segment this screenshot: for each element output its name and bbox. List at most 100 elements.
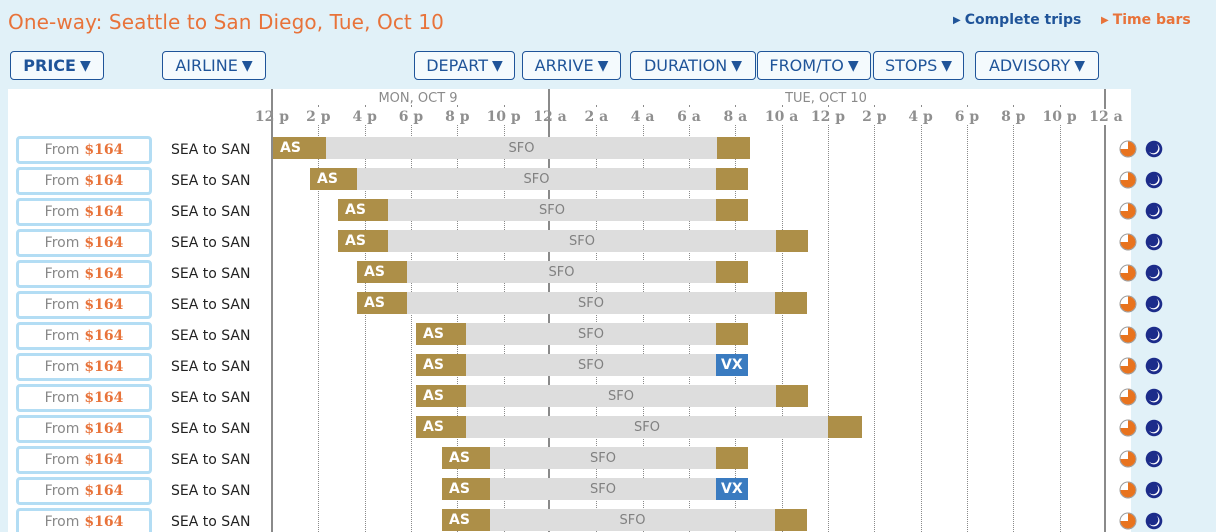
- sort-price-button[interactable]: PRICE ▼: [10, 51, 104, 80]
- time-tick-label: 12 a: [1089, 109, 1123, 125]
- layover-bar[interactable]: SFO: [357, 168, 716, 190]
- complete-trips-link[interactable]: ▶ Complete trips: [953, 12, 1081, 28]
- sort-airline-button[interactable]: AIRLINE ▼: [162, 51, 266, 80]
- advisory-icons: [1119, 233, 1163, 251]
- flight-segment-bar[interactable]: AS: [442, 447, 490, 469]
- price-button[interactable]: From $164: [16, 446, 152, 474]
- tick-mark: [1013, 105, 1014, 107]
- gridline: [318, 125, 319, 532]
- price-button[interactable]: From $164: [16, 384, 152, 412]
- sort-button-label: AIRLINE: [175, 56, 238, 75]
- flight-segment-bar[interactable]: AS: [338, 199, 388, 221]
- day-label: MON, OCT 9: [378, 91, 458, 106]
- price-amount: $164: [84, 452, 124, 468]
- flight-segment-bar[interactable]: [716, 168, 748, 190]
- layover-bar[interactable]: SFO: [407, 261, 716, 283]
- price-prefix: From: [44, 204, 80, 220]
- layover-bar[interactable]: SFO: [490, 447, 716, 469]
- flight-row: From $164 SEA to SAN AS SFO: [8, 197, 1163, 228]
- sort-from-to-button[interactable]: FROM/TO ▼: [757, 51, 871, 80]
- price-amount: $164: [84, 173, 124, 189]
- time-tick-label: 8 p: [445, 109, 470, 125]
- price-button[interactable]: From $164: [16, 136, 152, 164]
- layover-bar[interactable]: SFO: [490, 478, 716, 500]
- moon-icon: [1145, 450, 1163, 468]
- price-button[interactable]: From $164: [16, 291, 152, 319]
- triangle-down-icon: ▼: [597, 57, 609, 74]
- tick-mark: [318, 105, 319, 107]
- sort-stops-button[interactable]: STOPS ▼: [873, 51, 964, 80]
- flight-segment-bar[interactable]: [716, 199, 748, 221]
- price-prefix: From: [44, 390, 80, 406]
- day-divider: [1104, 89, 1106, 109]
- sort-button-label: PRICE: [23, 56, 76, 75]
- price-button[interactable]: From $164: [16, 322, 152, 350]
- sort-depart-button[interactable]: DEPART ▼: [414, 51, 515, 80]
- flight-segment-bar[interactable]: AS: [357, 292, 407, 314]
- flight-segment-bar[interactable]: VX: [716, 354, 748, 376]
- gridline: [921, 125, 922, 532]
- flight-segment-bar[interactable]: AS: [416, 385, 466, 407]
- flight-segment-bar[interactable]: AS: [273, 137, 326, 159]
- flight-segment-bar[interactable]: [716, 447, 748, 469]
- tick-mark: [504, 105, 505, 107]
- flight-segment-bar[interactable]: [716, 261, 748, 283]
- layover-bar[interactable]: SFO: [326, 137, 717, 159]
- tick-mark: [967, 105, 968, 107]
- flight-segment-bar[interactable]: [775, 292, 807, 314]
- flight-row: From $164 SEA to SAN AS SFO VX: [8, 352, 1163, 383]
- day-divider: [271, 89, 273, 532]
- layover-bar[interactable]: SFO: [407, 292, 775, 314]
- flight-row: From $164 SEA to SAN AS SFO: [8, 166, 1163, 197]
- price-button[interactable]: From $164: [16, 167, 152, 195]
- sort-duration-button[interactable]: DURATION ▼: [630, 51, 756, 80]
- flight-segment-bar[interactable]: AS: [357, 261, 407, 283]
- triangle-right-icon: ▶: [953, 15, 961, 26]
- price-button[interactable]: From $164: [16, 198, 152, 226]
- flight-segment-bar[interactable]: AS: [338, 230, 388, 252]
- flight-segment-bar[interactable]: [776, 385, 808, 407]
- layover-bar[interactable]: SFO: [466, 416, 828, 438]
- flight-segment-bar[interactable]: AS: [416, 354, 466, 376]
- flight-segment-bar[interactable]: [775, 509, 807, 531]
- flight-segment-bar[interactable]: AS: [416, 416, 466, 438]
- layover-bar[interactable]: SFO: [490, 509, 775, 531]
- sort-button-label: DURATION: [643, 56, 728, 75]
- moon-icon: [1145, 512, 1163, 530]
- price-button[interactable]: From $164: [16, 415, 152, 443]
- layover-bar[interactable]: SFO: [466, 323, 716, 345]
- flight-segment-bar[interactable]: [717, 137, 750, 159]
- layover-bar[interactable]: SFO: [466, 385, 776, 407]
- moon-icon: [1145, 140, 1163, 158]
- price-prefix: From: [44, 421, 80, 437]
- layover-bar[interactable]: SFO: [388, 199, 716, 221]
- time-tick-label: 10 p: [1042, 109, 1077, 125]
- flight-segment-bar[interactable]: AS: [442, 478, 490, 500]
- tick-mark: [643, 105, 644, 107]
- price-button[interactable]: From $164: [16, 353, 152, 381]
- triangle-down-icon: ▼: [241, 57, 253, 74]
- time-tick-label: 4 p: [908, 109, 933, 125]
- flight-segment-bar[interactable]: [776, 230, 808, 252]
- flight-segment-bar[interactable]: [828, 416, 862, 438]
- price-button[interactable]: From $164: [16, 477, 152, 505]
- sort-arrive-button[interactable]: ARRIVE ▼: [522, 51, 621, 80]
- flight-segment-bar[interactable]: AS: [310, 168, 357, 190]
- tick-mark: [874, 105, 875, 107]
- layover-bar[interactable]: SFO: [466, 354, 716, 376]
- triangle-down-icon: ▼: [941, 57, 953, 74]
- flight-segment-bar[interactable]: AS: [416, 323, 466, 345]
- price-prefix: From: [44, 359, 80, 375]
- layover-bar[interactable]: SFO: [388, 230, 776, 252]
- flight-segment-bar[interactable]: VX: [716, 478, 748, 500]
- price-button[interactable]: From $164: [16, 229, 152, 257]
- moon-icon: [1145, 388, 1163, 406]
- flight-segment-bar[interactable]: AS: [442, 509, 490, 531]
- tick-mark: [921, 105, 922, 107]
- price-button[interactable]: From $164: [16, 260, 152, 288]
- flight-segment-bar[interactable]: [716, 323, 748, 345]
- price-button[interactable]: From $164: [16, 508, 152, 532]
- sort-advisory-button[interactable]: ADVISORY ▼: [975, 51, 1099, 80]
- clock-partial-icon: [1119, 171, 1137, 189]
- time-bars-link[interactable]: ▶ Time bars: [1101, 12, 1191, 28]
